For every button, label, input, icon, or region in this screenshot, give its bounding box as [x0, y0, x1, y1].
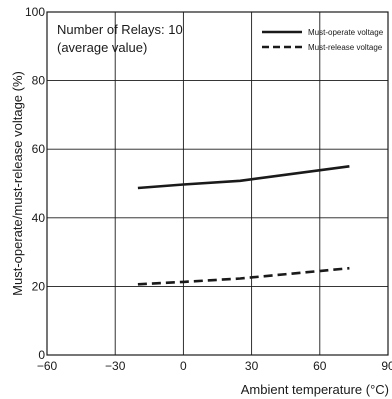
x-axis-ticks: −60 −30 0 30 60 90	[37, 359, 392, 373]
series-line-must-release	[137, 266, 350, 286]
x-tick-label: 30	[245, 359, 259, 373]
y-tick-label: 100	[25, 5, 45, 19]
y-axis-ticks: 0 20 40 60 80 100	[25, 5, 45, 362]
x-tick-label: 0	[180, 359, 187, 373]
y-tick-label: 80	[32, 74, 46, 88]
legend-label-must-release: Must-release voltage	[308, 43, 383, 52]
x-tick-label: 90	[381, 359, 392, 373]
x-tick-label: 60	[313, 359, 327, 373]
plot-frame	[46, 11, 389, 356]
x-tick-label: −30	[105, 359, 126, 373]
series-line-must-operate	[137, 165, 350, 190]
y-tick-label: 60	[32, 142, 46, 156]
annotation-relay-count: Number of Relays: 10	[57, 22, 183, 37]
legend-label-must-operate: Must-operate voltage	[308, 28, 384, 37]
y-tick-label: 0	[38, 348, 45, 362]
y-axis-label: Must-operate/must-release voltage (%)	[10, 71, 25, 296]
annotation-average: (average value)	[57, 40, 147, 55]
x-axis-label: Ambient temperature (°C)	[241, 382, 389, 397]
y-tick-label: 20	[32, 279, 46, 293]
grid-lines	[47, 12, 388, 355]
series-lines	[137, 165, 350, 286]
x-tick-label: −60	[37, 359, 58, 373]
y-tick-label: 40	[32, 211, 46, 225]
legend: Must-operate voltage Must-release voltag…	[262, 28, 384, 52]
